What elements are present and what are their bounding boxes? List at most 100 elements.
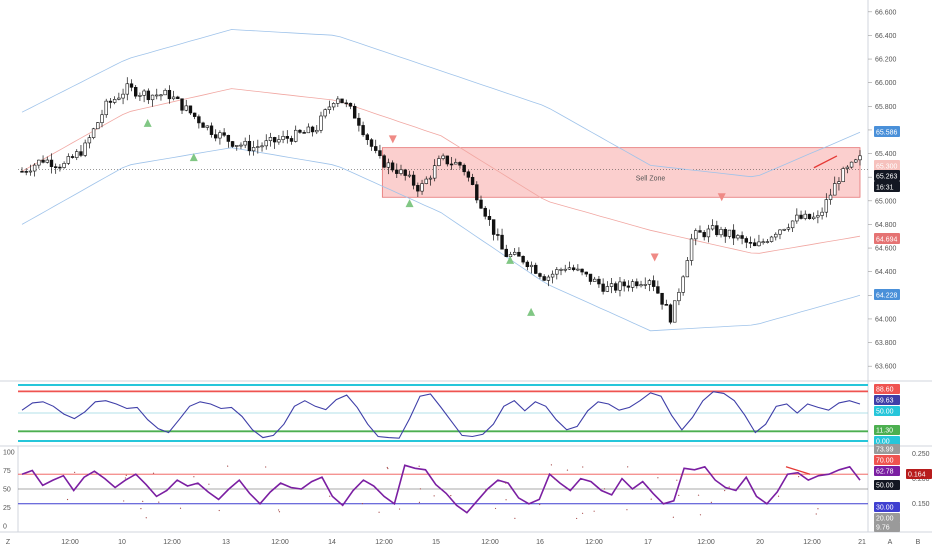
candle [32,163,37,177]
candle-body-up [66,156,71,164]
rsi-dot [123,500,125,502]
rsi-dot [514,517,516,520]
rsi-tag [874,502,900,512]
candle [87,134,92,149]
candle-body-up [142,90,146,96]
candle [108,98,113,109]
candle [319,111,323,134]
candle-body-down [403,169,407,176]
candle [630,279,635,292]
candle [668,303,673,325]
candle [382,154,386,169]
candle-body-down [247,140,252,152]
candle-body-up [803,213,807,219]
candle-body-down [20,170,24,173]
osc-tag [874,384,900,394]
candle-body-down [176,96,180,100]
candle-body-up [218,132,222,139]
candle [795,208,799,224]
candle [184,99,188,112]
candle [138,92,142,102]
rsi-tag-label: 20.00 [876,516,894,523]
candle-body-up [761,241,765,244]
candle-body-down [395,169,399,174]
buy-signal-icon [527,307,536,316]
candle [302,130,306,134]
candle [79,145,83,158]
rsi-dot [581,512,584,514]
osc-tag [874,425,900,435]
candle [605,281,610,293]
candle [811,212,816,221]
candle [824,193,829,218]
candle [167,85,172,104]
candle-body-up [854,159,858,163]
candle-body-down [445,155,450,165]
candle-body-up [833,183,837,196]
candle [854,158,858,163]
candle [62,161,66,169]
candle-body-up [138,95,142,97]
candle-body-down [344,102,348,105]
candle [176,95,180,100]
candle [479,195,483,209]
candle [719,226,723,238]
candle [315,125,319,135]
sell-zone[interactable] [381,147,861,198]
candle [512,248,517,256]
price-tick-label: 65.400 [875,151,897,158]
candle [593,276,597,282]
candle [651,275,656,292]
buy-signal-icon [189,153,198,162]
rsi-dot [815,513,817,515]
candle [104,98,108,118]
candle-body-down [614,283,618,291]
candle-body-up [639,284,643,287]
candle [41,155,45,164]
candle-body-up [319,115,323,131]
candle-body-down [108,100,113,103]
candle [790,220,795,233]
candle [445,155,450,167]
candle [841,166,845,183]
candle-body-up [782,228,786,231]
candle-body-up [685,260,690,278]
candle-body-up [576,268,580,271]
candle [374,139,378,154]
rsi-dot [179,507,182,509]
rsi-line [21,464,861,514]
candle [614,281,618,294]
candle-body-down [664,304,668,306]
candle [487,209,492,226]
candle-body-down [222,132,226,136]
candle [272,136,277,149]
candle-body-up [529,264,534,268]
candle-body-up [386,162,391,168]
time-tick-label: A [888,539,893,546]
candle-body-down [289,138,294,142]
candle [681,275,685,296]
rsi-dot [125,474,127,476]
candle-body-up [117,97,121,100]
candle-body-up [719,229,723,236]
candle-body-down [753,242,757,247]
candle [727,229,732,239]
candle [260,142,264,152]
candle [807,213,812,220]
candle [799,210,803,220]
price-tag [874,289,900,300]
candle-body-up [171,96,176,100]
candle [58,164,62,172]
candle-body-down [214,134,218,139]
rsi-dot [550,464,553,466]
candle-body-down [479,199,483,209]
candle [769,235,774,243]
rsi-tick-label: 25 [3,505,11,512]
candle-body-down [411,174,416,186]
candle [247,134,252,156]
candle-body-down [470,177,475,185]
candle [226,134,231,148]
candle [125,77,129,101]
